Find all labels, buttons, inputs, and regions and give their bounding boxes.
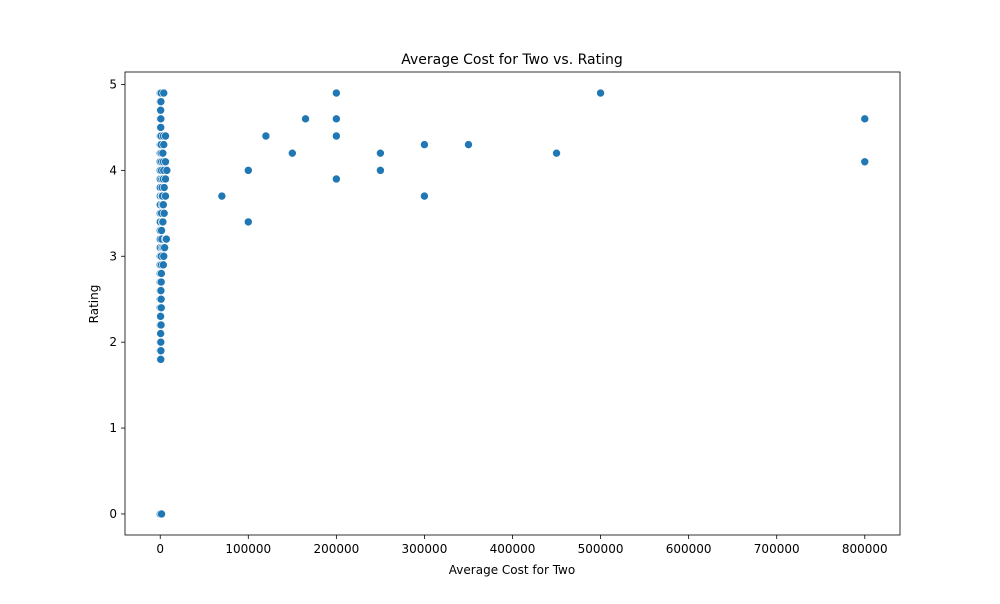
data-point xyxy=(159,200,168,210)
data-point xyxy=(159,140,169,149)
data-point xyxy=(159,209,169,218)
data-point xyxy=(157,509,166,519)
data-point xyxy=(420,140,429,149)
data-point xyxy=(420,191,429,201)
data-point xyxy=(156,97,166,106)
y-tick-label: 4 xyxy=(109,163,117,177)
data-point xyxy=(161,174,170,184)
data-point xyxy=(860,157,870,167)
x-tick-label: 600000 xyxy=(666,542,712,556)
data-point xyxy=(332,114,341,124)
y-axis-ticks: 0 1 2 3 4 5 xyxy=(109,77,125,521)
x-tick-label: 800000 xyxy=(842,542,888,556)
data-point xyxy=(332,174,341,184)
x-axis-label: Average Cost for Two xyxy=(449,563,575,577)
data-point xyxy=(159,88,169,98)
data-point xyxy=(288,148,297,158)
data-point xyxy=(156,114,166,124)
data-point xyxy=(860,114,870,124)
data-point xyxy=(156,286,166,295)
data-point xyxy=(161,157,170,167)
data-point xyxy=(158,148,168,158)
data-point xyxy=(157,226,166,235)
x-tick-label: 200000 xyxy=(313,542,359,556)
y-tick-label: 0 xyxy=(109,507,117,521)
data-point xyxy=(158,217,168,227)
data-point xyxy=(156,105,165,115)
data-point xyxy=(156,355,166,364)
data-point xyxy=(244,166,253,175)
x-tick-label: 0 xyxy=(156,542,164,556)
data-point xyxy=(217,191,227,201)
data-point xyxy=(156,346,166,356)
y-axis-label: Rating xyxy=(87,285,101,324)
data-point xyxy=(161,131,170,141)
data-point xyxy=(552,148,561,158)
data-point xyxy=(156,123,166,132)
data-point xyxy=(156,294,166,304)
x-tick-label: 400000 xyxy=(490,542,536,556)
x-tick-label: 300000 xyxy=(402,542,448,556)
data-point xyxy=(376,166,385,175)
chart-title: Average Cost for Two vs. Rating xyxy=(401,52,623,68)
data-point xyxy=(157,269,166,278)
x-axis-ticks: 0 100000 200000 300000 400000 500000 600000 700… xyxy=(156,535,888,556)
y-tick-label: 1 xyxy=(109,421,117,435)
points-layer xyxy=(155,88,870,519)
x-tick-label: 700000 xyxy=(754,542,800,556)
plot-frame xyxy=(124,71,901,536)
data-point xyxy=(161,191,170,201)
data-point xyxy=(301,114,310,124)
data-point xyxy=(162,166,172,175)
data-point xyxy=(244,217,253,227)
data-point xyxy=(261,131,271,141)
data-point xyxy=(159,260,168,270)
data-point xyxy=(332,131,341,141)
data-point xyxy=(156,303,166,313)
data-point xyxy=(376,148,385,158)
data-point xyxy=(464,140,473,149)
data-point xyxy=(156,329,165,338)
data-point xyxy=(156,312,165,321)
data-point xyxy=(156,277,166,287)
x-tick-label: 100000 xyxy=(225,542,271,556)
data-point xyxy=(596,88,605,98)
data-point xyxy=(162,234,171,244)
data-point xyxy=(160,243,169,252)
data-point xyxy=(332,88,341,98)
data-point xyxy=(156,320,166,330)
y-tick-label: 3 xyxy=(109,249,117,263)
data-point xyxy=(159,183,169,192)
data-point xyxy=(159,251,169,261)
x-tick-label: 500000 xyxy=(578,542,624,556)
data-point xyxy=(156,337,166,347)
y-tick-label: 5 xyxy=(109,77,117,91)
y-tick-label: 2 xyxy=(109,335,117,349)
